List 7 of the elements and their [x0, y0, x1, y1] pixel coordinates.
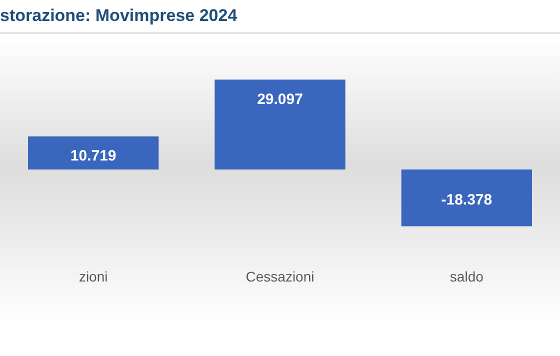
x-tick-label: Cessazioni: [246, 268, 314, 284]
chart-title: storazione: Movimprese 2024: [0, 6, 238, 26]
x-tick-label: zioni: [78, 268, 108, 284]
x-tick-label: saldo: [450, 268, 484, 284]
data-label: 29.097: [257, 90, 303, 108]
data-label: -18.378: [441, 191, 492, 208]
data-label: 10.719: [70, 148, 116, 165]
